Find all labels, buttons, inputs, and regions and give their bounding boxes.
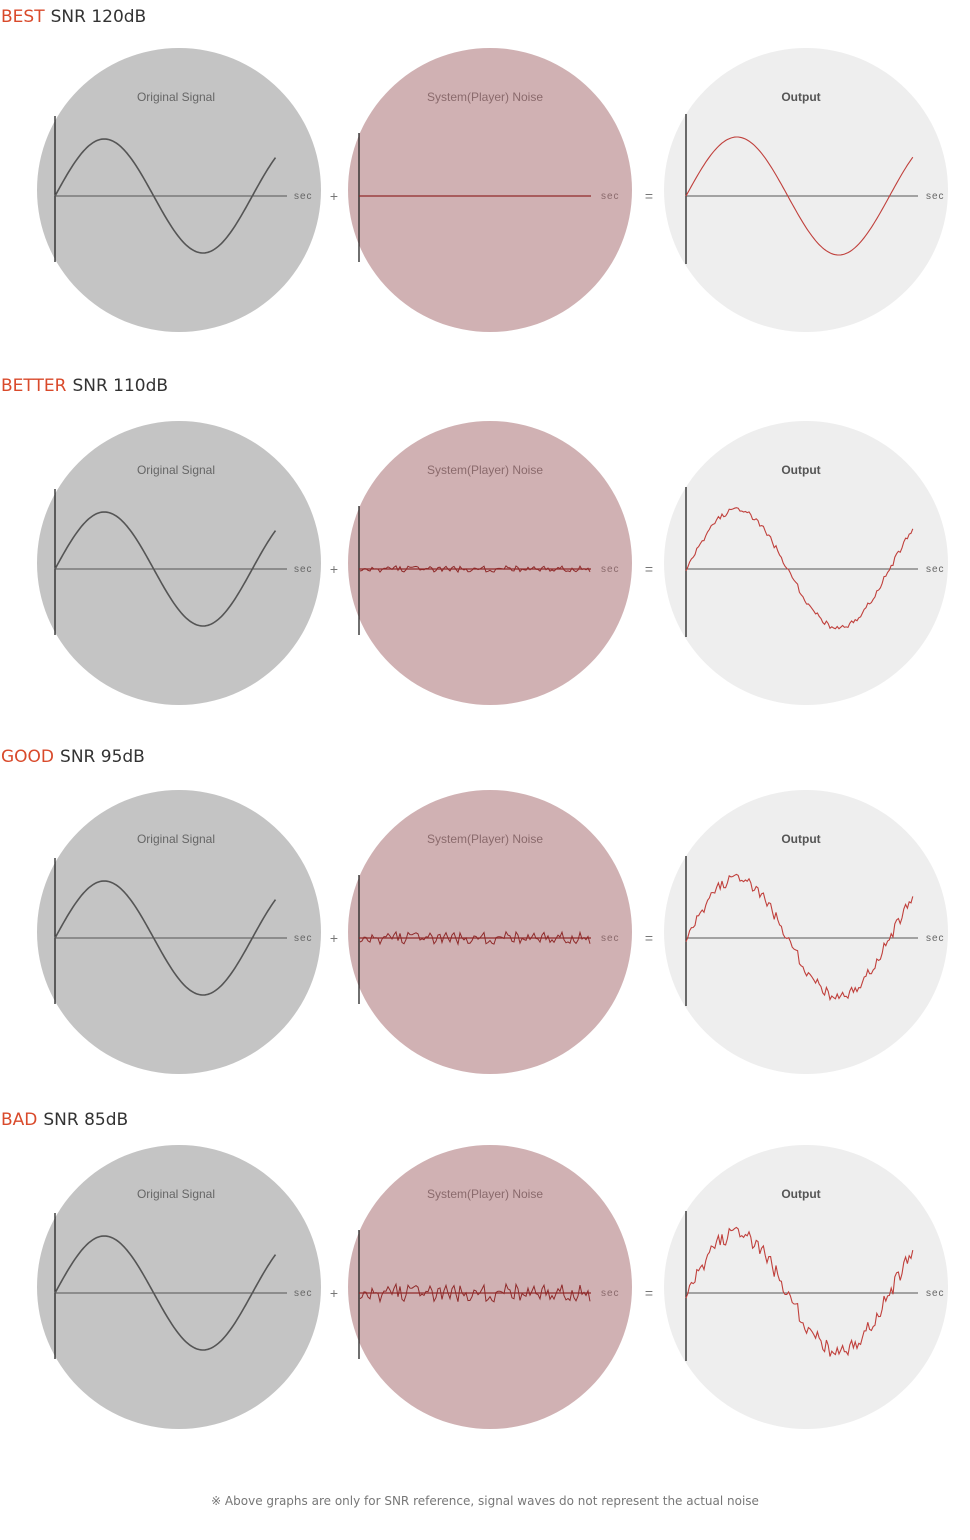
snr-value: SNR 110dB	[72, 376, 169, 396]
signal-diagram-row: Original Signal sec + System(Player) Noise s…	[37, 421, 948, 705]
signal-diagram-row: Original Signal sec + System(Player) Noise s…	[37, 1145, 948, 1429]
snr-value: SNR 95dB	[60, 747, 145, 767]
plus-sign: +	[330, 1285, 338, 1301]
plus-sign: +	[330, 188, 338, 204]
equals-sign: =	[645, 1285, 653, 1301]
plus-sign: +	[330, 930, 338, 946]
equals-sign: =	[645, 188, 653, 204]
noise-label: System(Player) Noise	[427, 832, 543, 846]
output-circle	[664, 790, 948, 1074]
original-signal-wave	[54, 1235, 277, 1351]
footnote: ※ Above graphs are only for SNR referenc…	[211, 1494, 759, 1508]
output-wave	[685, 136, 914, 256]
snr-value: SNR 85dB	[43, 1110, 129, 1130]
axis-label-sec: sec	[294, 191, 313, 202]
axis-label-sec: sec	[926, 564, 945, 575]
output-circle	[664, 1145, 948, 1429]
plus-sign: +	[330, 561, 338, 577]
original-signal-label: Original Signal	[137, 463, 215, 477]
output-label: Output	[781, 463, 820, 477]
output-circle	[664, 48, 948, 332]
grade-label: BAD	[1, 1110, 38, 1130]
noise-circle	[348, 1145, 632, 1429]
axis-label-sec: sec	[926, 191, 945, 202]
noise-circle	[348, 790, 632, 1074]
noise-wave	[359, 565, 591, 574]
original-signal-circle	[37, 1145, 321, 1429]
grade-label: BETTER	[1, 376, 67, 396]
equals-sign: =	[645, 930, 653, 946]
axis-label-sec: sec	[926, 933, 945, 944]
output-wave	[685, 507, 914, 630]
output-label: Output	[781, 1187, 820, 1201]
axis-label-sec: sec	[926, 1288, 945, 1299]
axis-label-sec: sec	[294, 933, 313, 944]
grade-label: GOOD	[1, 747, 55, 767]
grade-label: BEST	[1, 7, 45, 27]
signal-diagram-row: Original Signal sec + System(Player) Noise s…	[37, 790, 948, 1074]
row-title-bad: BAD SNR 85dB	[1, 1110, 128, 1130]
original-signal-circle	[37, 48, 321, 332]
original-signal-wave	[54, 511, 277, 627]
axis-label-sec: sec	[294, 1288, 313, 1299]
axis-label-sec: sec	[601, 933, 620, 944]
original-signal-circle	[37, 421, 321, 705]
output-wave	[685, 1226, 914, 1357]
row-title-good: GOOD SNR 95dB	[1, 747, 145, 767]
output-label: Output	[781, 90, 820, 104]
axis-label-sec: sec	[601, 1288, 620, 1299]
original-signal-wave	[54, 880, 277, 996]
original-signal-wave	[54, 138, 277, 254]
axis-label-sec: sec	[601, 191, 620, 202]
noise-circle	[348, 48, 632, 332]
equals-sign: =	[645, 561, 653, 577]
output-wave	[685, 873, 914, 1002]
original-signal-label: Original Signal	[137, 1187, 215, 1201]
noise-wave	[359, 1282, 591, 1304]
original-signal-label: Original Signal	[137, 832, 215, 846]
noise-label: System(Player) Noise	[427, 1187, 543, 1201]
axis-label-sec: sec	[294, 564, 313, 575]
axis-label-sec: sec	[601, 564, 620, 575]
row-title-best: BEST SNR 120dB	[1, 7, 146, 27]
output-circle	[664, 421, 948, 705]
snr-value: SNR 120dB	[50, 7, 147, 27]
noise-label: System(Player) Noise	[427, 90, 543, 104]
noise-circle	[348, 421, 632, 705]
original-signal-circle	[37, 790, 321, 1074]
output-label: Output	[781, 832, 820, 846]
row-title-better: BETTER SNR 110dB	[1, 376, 168, 396]
original-signal-label: Original Signal	[137, 90, 215, 104]
noise-label: System(Player) Noise	[427, 463, 543, 477]
noise-wave	[359, 930, 591, 946]
signal-diagram-row: Original Signal sec + System(Player) Noise s…	[37, 48, 948, 332]
